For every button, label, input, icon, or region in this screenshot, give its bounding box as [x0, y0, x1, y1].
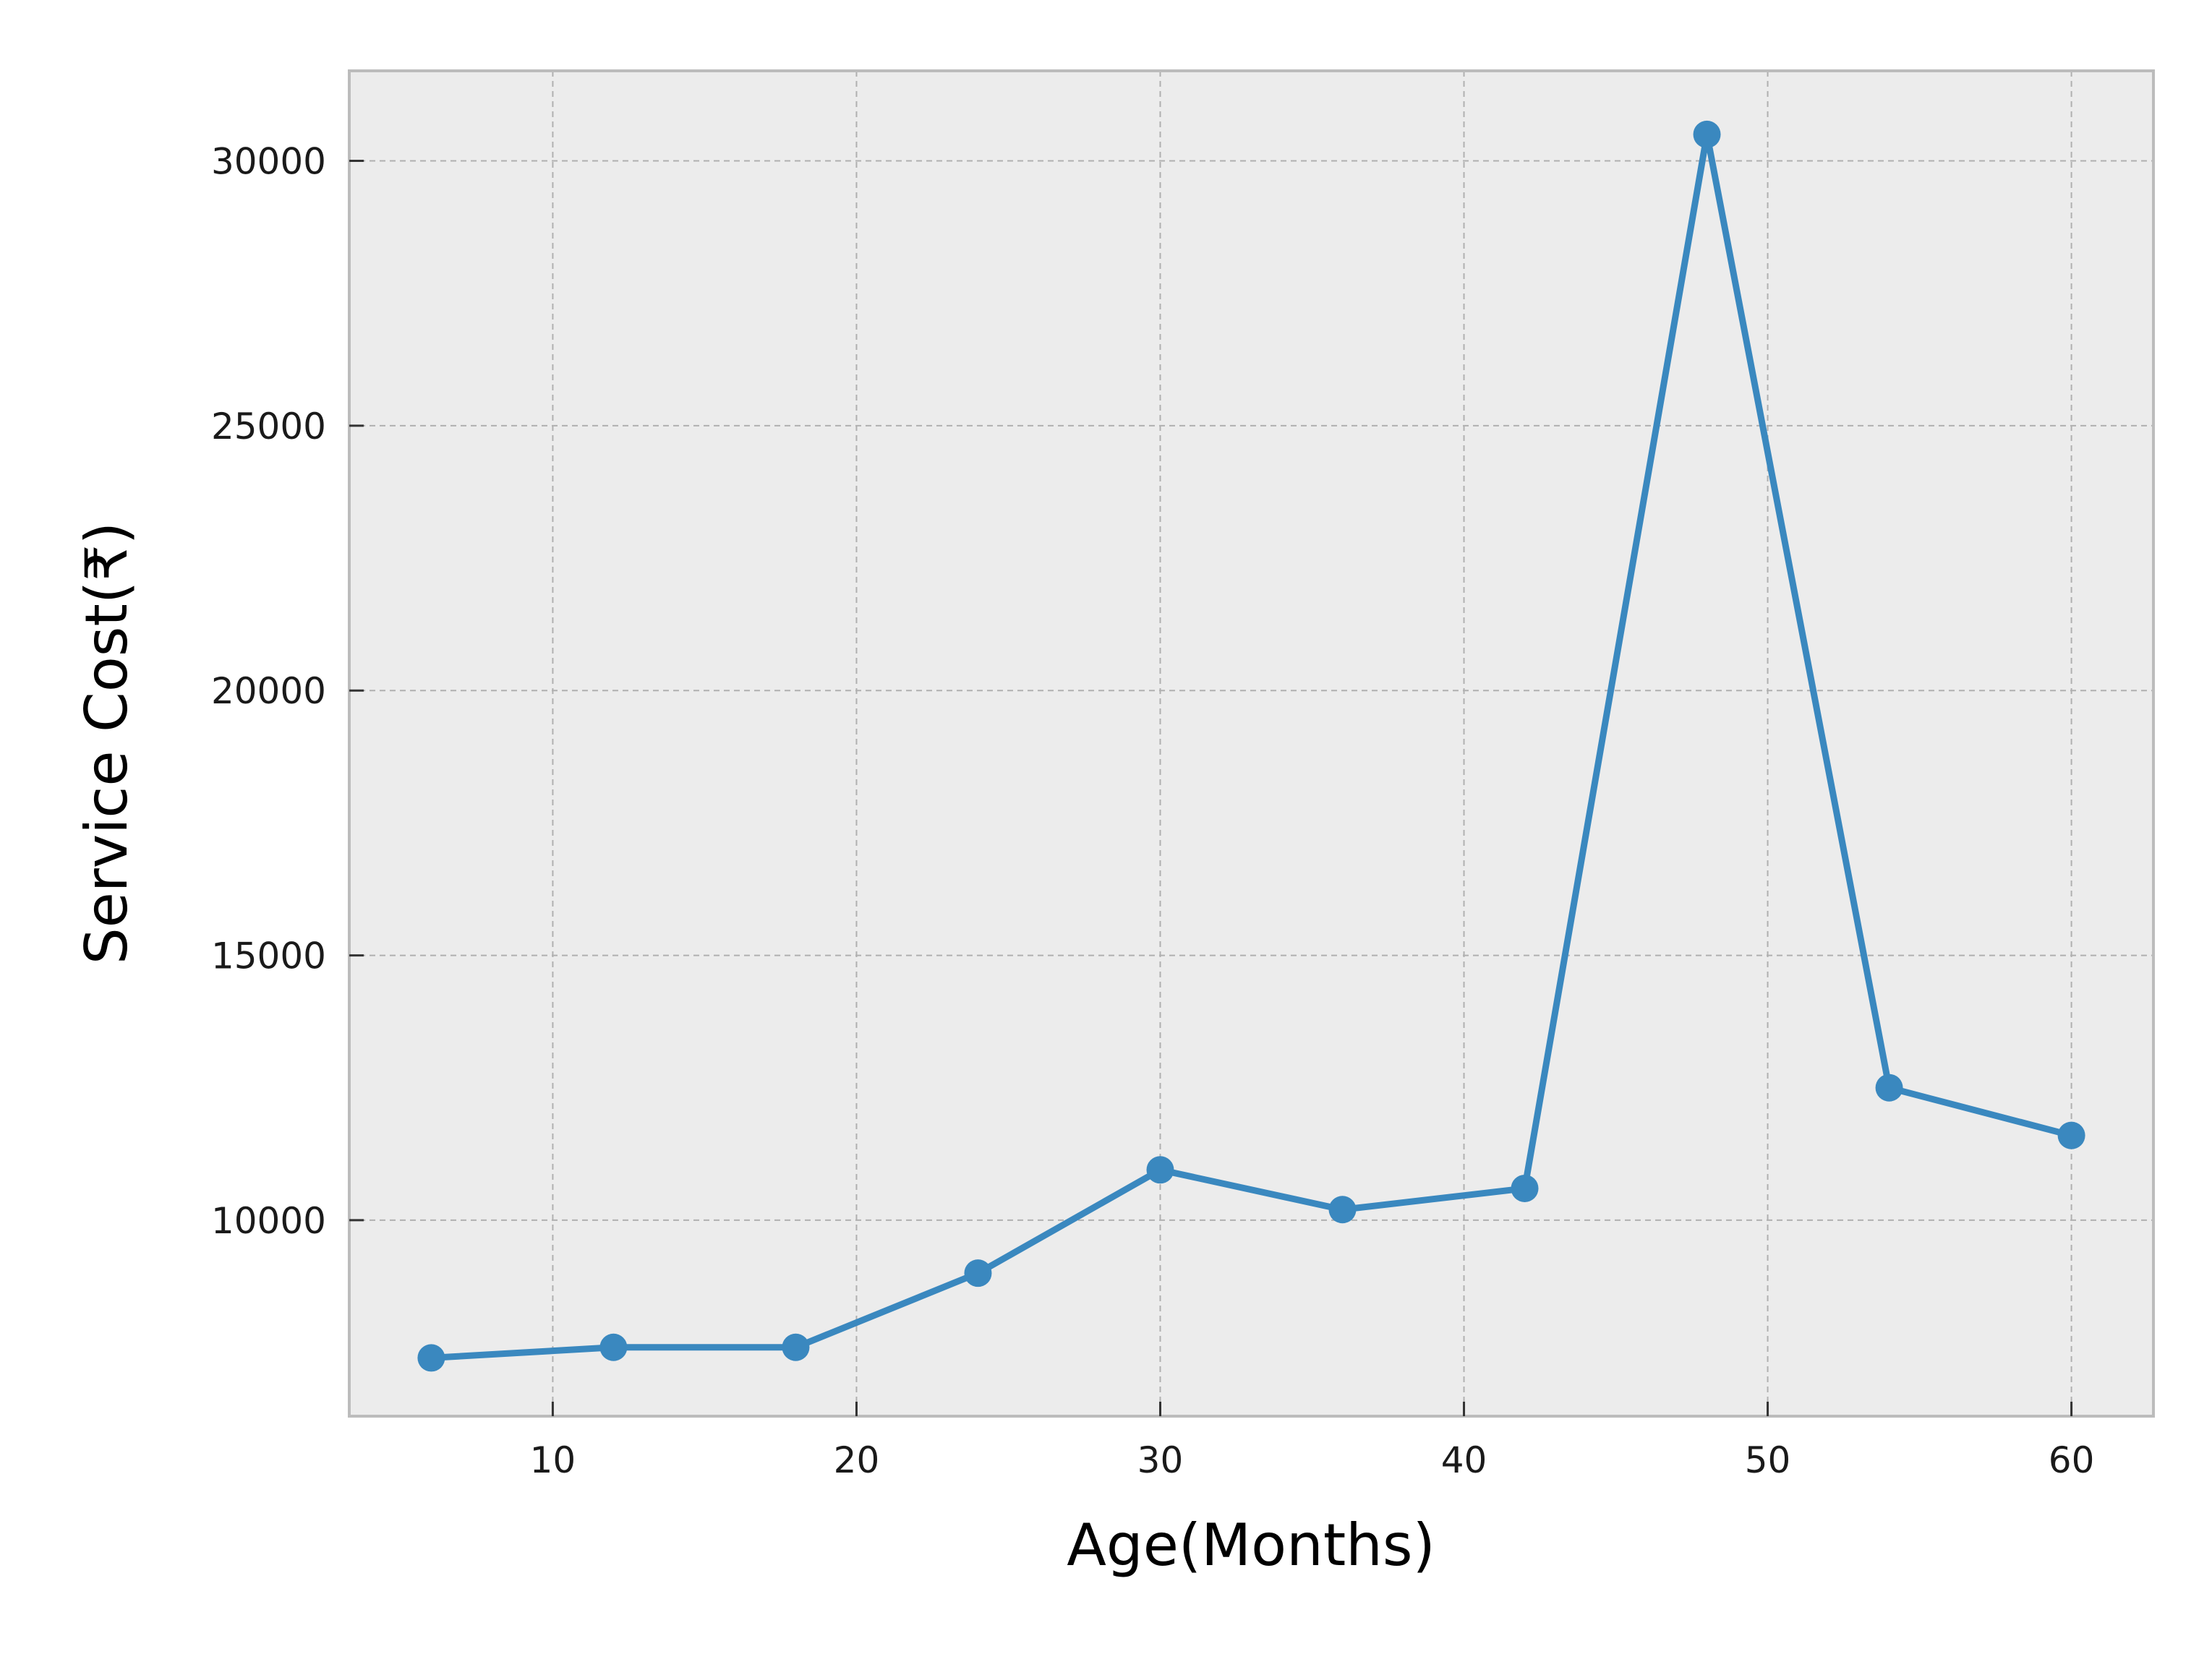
x-tick-label: 20 [834, 1439, 880, 1481]
data-point [1875, 1074, 1903, 1102]
x-tick-label: 50 [1745, 1439, 1791, 1481]
data-point [1328, 1196, 1357, 1224]
plot-frame [348, 69, 2155, 1418]
x-tick-label: 60 [2049, 1439, 2095, 1481]
axis-ticks: 10 20 30 40 50 60 10000 15000 20000 25000 30000 [211, 141, 2094, 1481]
data-point [1146, 1156, 1174, 1184]
y-tick-label: 25000 [211, 406, 326, 447]
data-point [417, 1344, 445, 1372]
y-tick-label: 20000 [211, 670, 326, 712]
data-point [2057, 1121, 2085, 1149]
x-tick-label: 10 [530, 1439, 576, 1481]
grid [349, 71, 2153, 1416]
data-point [1511, 1174, 1539, 1202]
series-line [431, 131, 2072, 1361]
data-point [599, 1333, 628, 1361]
x-tick-label: 30 [1137, 1439, 1184, 1481]
data-point [1693, 120, 1721, 148]
x-tick-label: 40 [1441, 1439, 1487, 1481]
data-series [417, 120, 2085, 1372]
y-tick-label: 10000 [211, 1200, 326, 1242]
plot-background [349, 71, 2153, 1416]
data-point [782, 1333, 810, 1361]
y-axis-label: Service Cost(₹) [73, 522, 140, 964]
y-tick-label: 15000 [211, 935, 326, 977]
data-point [964, 1259, 992, 1287]
x-axis-label: Age(Months) [1067, 1512, 1435, 1579]
y-tick-label: 30000 [211, 141, 326, 183]
